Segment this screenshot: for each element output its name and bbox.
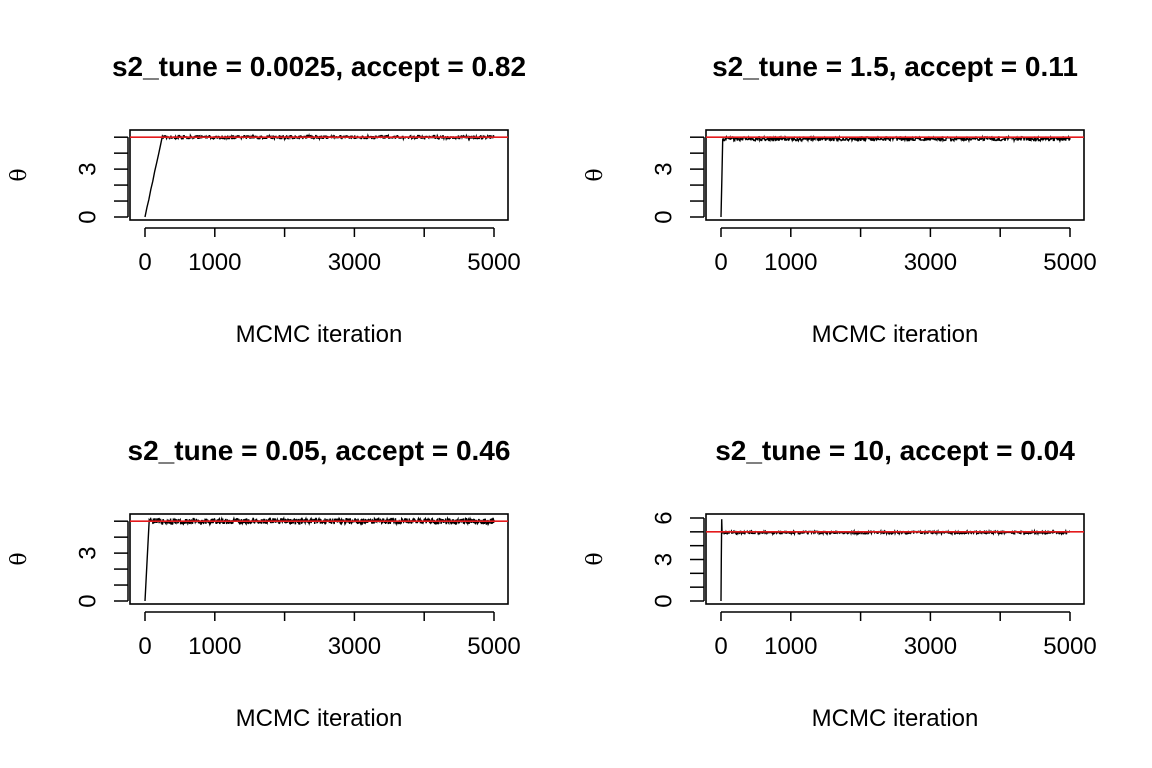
x-tick-label: 5000 xyxy=(1043,249,1096,276)
panel-4-y-axis-label: θ xyxy=(583,552,608,565)
panel-4-x-axis-label: MCMC iteration xyxy=(812,705,979,732)
y-tick-label: 3 xyxy=(651,162,678,175)
panel-4-y-axis: 0 3 6 xyxy=(651,511,705,608)
panel-3-plot-box xyxy=(129,513,509,605)
panel-2-title: s2_tune = 1.5, accept = 0.11 xyxy=(712,51,1078,82)
panel-2-x-axis: 0 1000 3000 5000 xyxy=(714,227,1097,276)
x-tick-label: 0 xyxy=(714,249,727,276)
x-tick-label: 5000 xyxy=(467,249,520,276)
x-tick-label: 3000 xyxy=(328,249,381,276)
y-tick-label: 3 xyxy=(75,546,102,559)
y-tick-label: 0 xyxy=(75,210,102,223)
panel-2: s2_tune = 1.5, accept = 0.11 θ MCMC iter… xyxy=(583,51,1097,348)
panel-3-plot-area xyxy=(130,516,508,602)
x-tick-label: 1000 xyxy=(188,633,241,660)
x-tick-label: 5000 xyxy=(467,633,520,660)
y-tick-label: 3 xyxy=(75,162,102,175)
panel-3-y-axis-label: θ xyxy=(7,552,32,565)
x-tick-label: 1000 xyxy=(764,633,817,660)
panel-1: s2_tune = 0.0025, accept = 0.82 θ MCMC i… xyxy=(7,51,526,348)
panel-3: s2_tune = 0.05, accept = 0.46 θ MCMC ite… xyxy=(7,435,521,732)
x-tick-label: 1000 xyxy=(188,249,241,276)
panel-2-y-axis: 03 xyxy=(651,136,705,224)
panel-3-title: s2_tune = 0.05, accept = 0.46 xyxy=(128,435,511,466)
trace-line xyxy=(144,516,495,602)
panel-2-plot-box xyxy=(705,129,1085,221)
panel-1-plot-area xyxy=(130,132,508,218)
panel-4-title: s2_tune = 10, accept = 0.04 xyxy=(715,435,1075,466)
panel-1-title: s2_tune = 0.0025, accept = 0.82 xyxy=(112,51,526,82)
panel-1-plot-box xyxy=(129,129,509,221)
panel-3-x-axis: 0 1000 3000 5000 xyxy=(138,611,521,660)
panel-1-x-axis: 0 1000 3000 5000 xyxy=(138,227,521,276)
panel-2-x-axis-label: MCMC iteration xyxy=(812,321,979,348)
x-tick-label: 3000 xyxy=(904,633,957,660)
panel-1-y-axis-label: θ xyxy=(7,168,32,181)
x-tick-label: 0 xyxy=(138,633,151,660)
trace-line xyxy=(720,134,1071,218)
x-tick-label: 3000 xyxy=(904,249,957,276)
y-tick-label: 6 xyxy=(651,511,678,524)
x-tick-label: 1000 xyxy=(764,249,817,276)
panel-3-y-axis: 03 xyxy=(75,520,129,608)
y-tick-label: 0 xyxy=(651,594,678,607)
x-tick-label: 3000 xyxy=(328,633,381,660)
panel-3-x-axis-label: MCMC iteration xyxy=(236,705,403,732)
panel-4: s2_tune = 10, accept = 0.04 θ MCMC itera… xyxy=(583,435,1097,732)
x-tick-label: 0 xyxy=(138,249,151,276)
x-tick-label: 0 xyxy=(714,633,727,660)
x-tick-label: 5000 xyxy=(1043,633,1096,660)
panel-1-y-axis: 03 xyxy=(75,136,129,224)
panel-1-x-axis-label: MCMC iteration xyxy=(236,321,403,348)
panel-4-plot-box xyxy=(705,513,1085,605)
panel-4-x-axis: 0 1000 3000 5000 xyxy=(714,611,1097,660)
panel-4-plot-area xyxy=(706,519,1084,602)
y-tick-label: 0 xyxy=(75,594,102,607)
y-tick-label: 0 xyxy=(651,210,678,223)
y-tick-label: 3 xyxy=(651,553,678,566)
panel-2-plot-area xyxy=(706,134,1084,218)
trace-line xyxy=(144,132,495,218)
panel-2-y-axis-label: θ xyxy=(583,168,608,181)
